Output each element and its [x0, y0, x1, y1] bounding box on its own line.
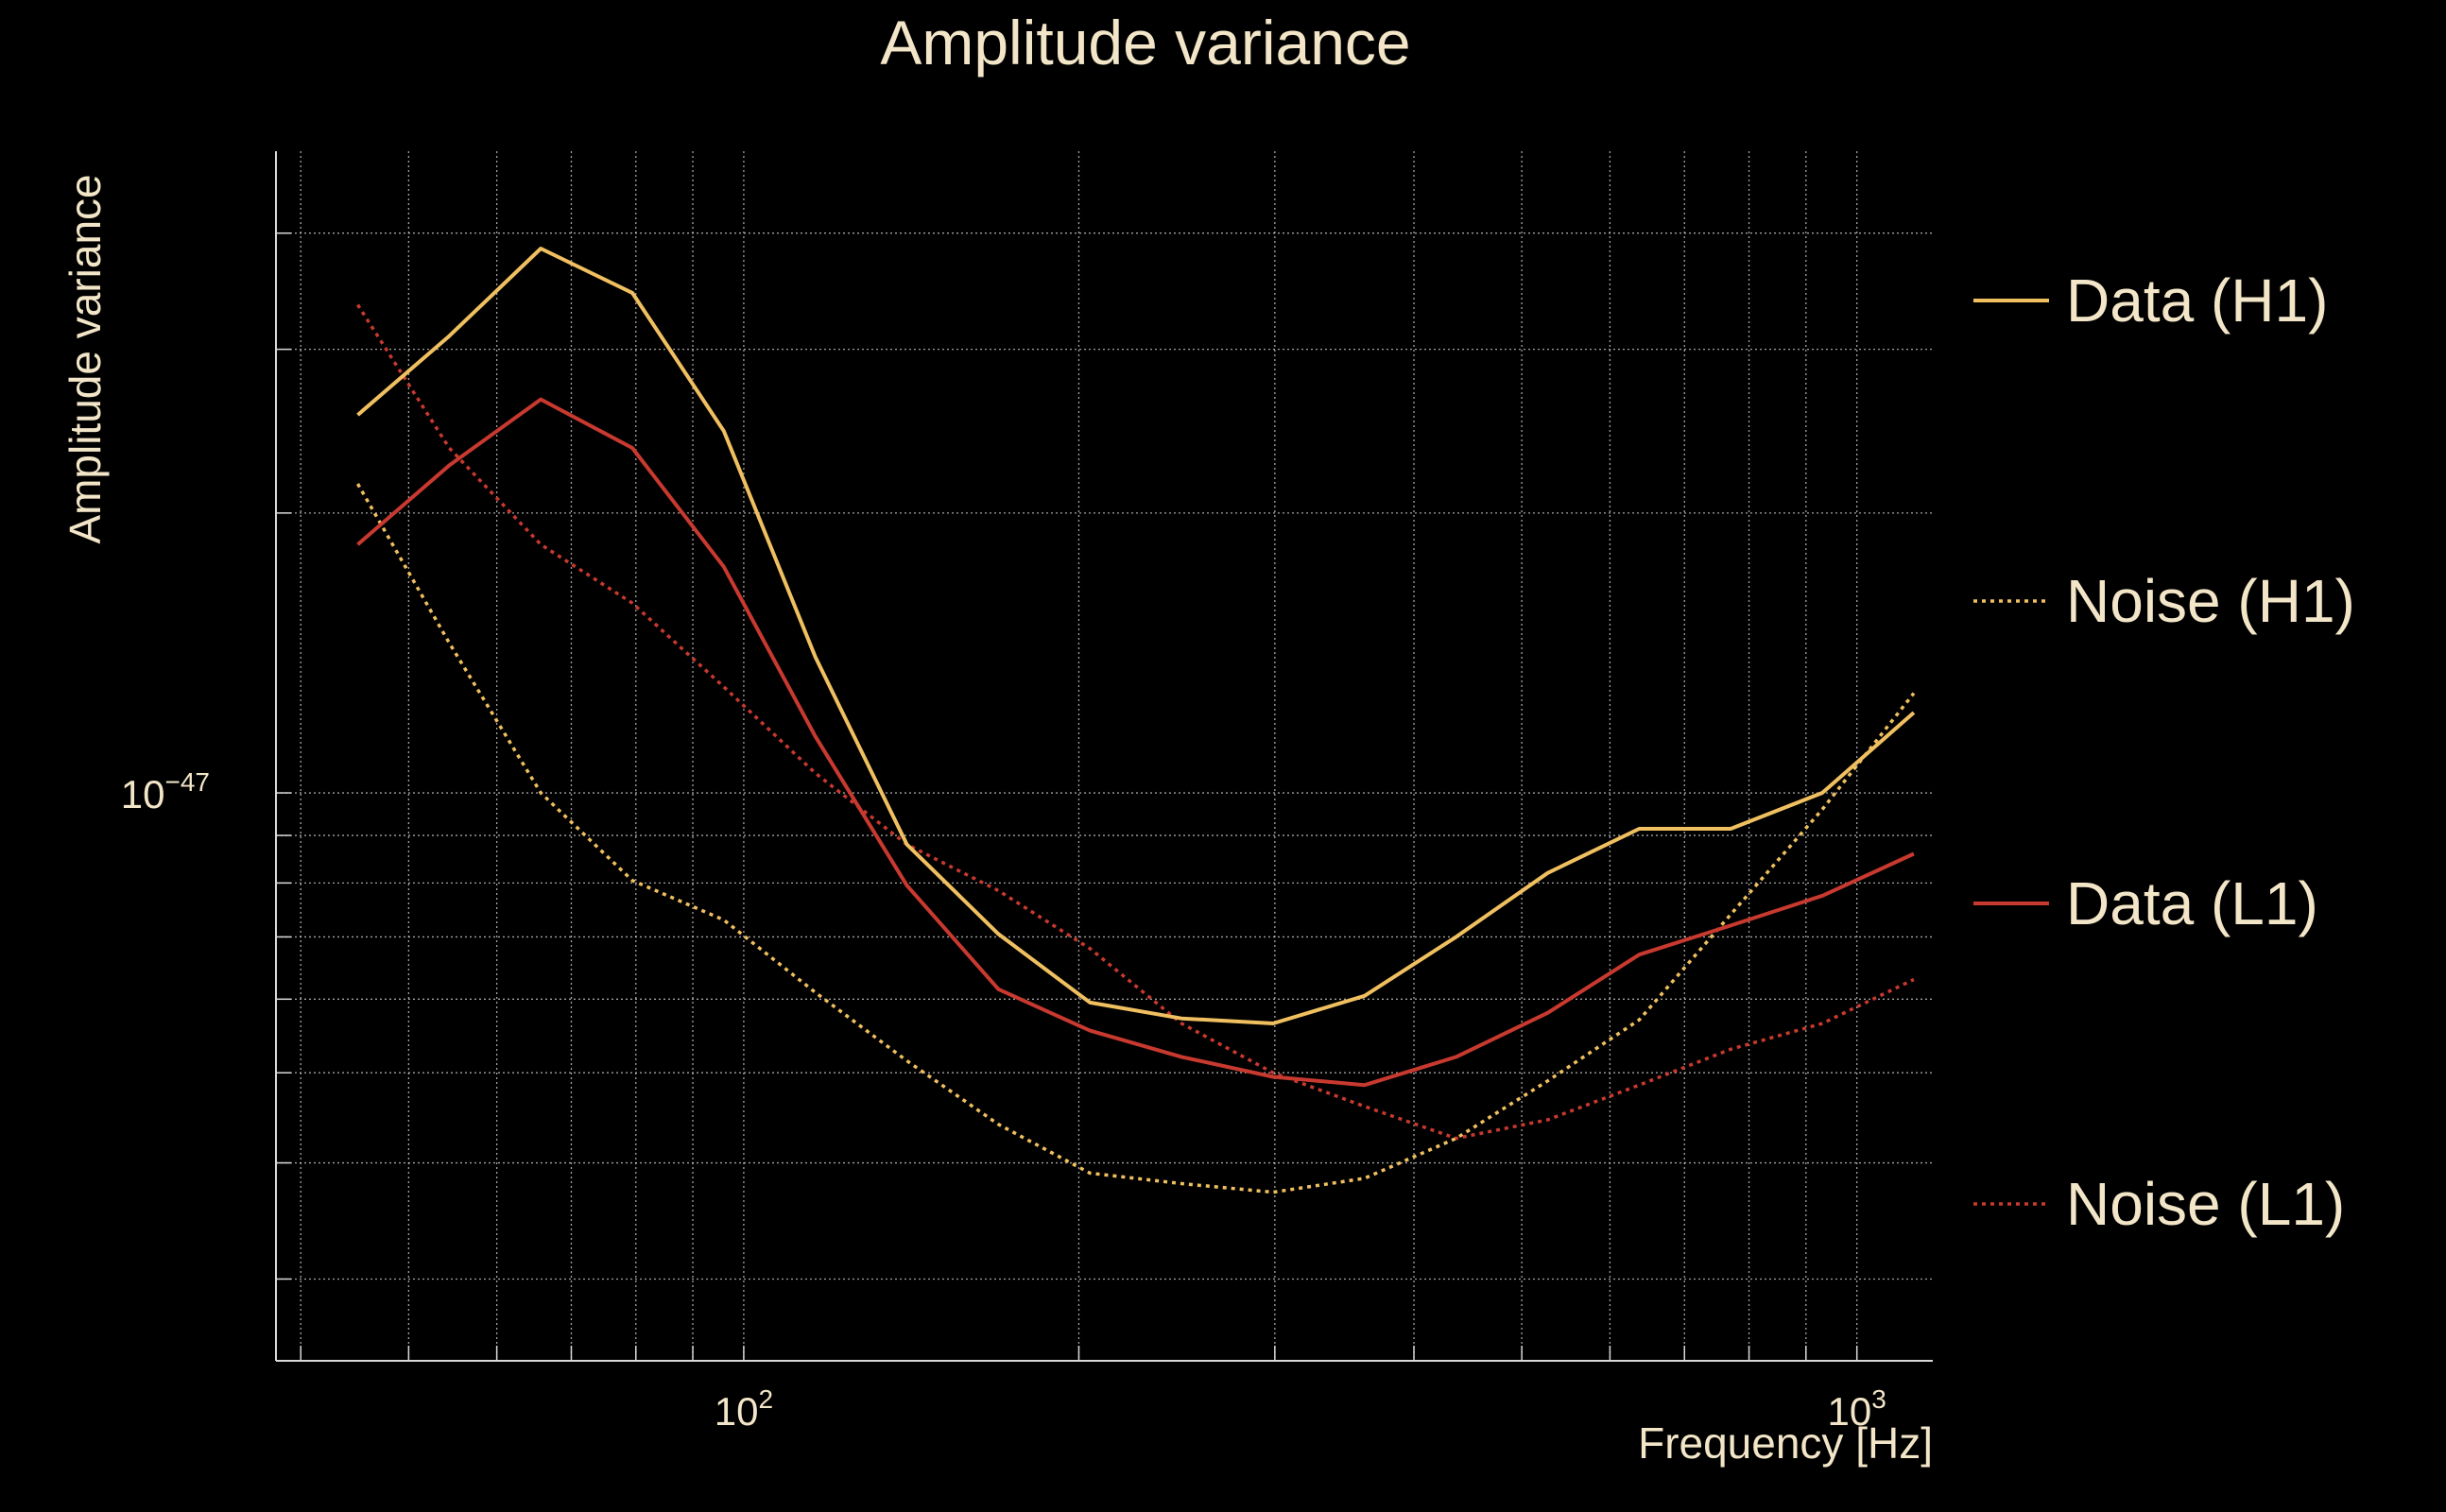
x-axis-label: Frequency [Hz]	[1638, 1418, 1933, 1468]
y-tick-label: 10−47	[121, 767, 210, 816]
legend-label: Noise (L1)	[2066, 1170, 2345, 1238]
legend-label: Noise (H1)	[2066, 567, 2355, 635]
series-line-data-h1	[356, 247, 1916, 1025]
series-line-noise-l1	[356, 303, 1915, 1141]
legend-label: Data (L1)	[2066, 869, 2318, 937]
chart-title: Amplitude variance	[880, 8, 1410, 77]
grid	[276, 151, 1933, 1361]
legend: Data (H1) Noise (H1) Data (L1) Noise (L1)	[1973, 266, 2355, 1238]
legend-label: Data (H1)	[2066, 266, 2328, 335]
x-tick-label: 103	[1828, 1384, 1886, 1434]
y-axis-label: Amplitude variance	[60, 174, 110, 543]
series-group	[355, 247, 1916, 1194]
tick-labels: 102 103 10−47	[121, 767, 1886, 1434]
series-line-data-l1	[356, 397, 1915, 1088]
x-tick-label: 102	[715, 1384, 773, 1434]
